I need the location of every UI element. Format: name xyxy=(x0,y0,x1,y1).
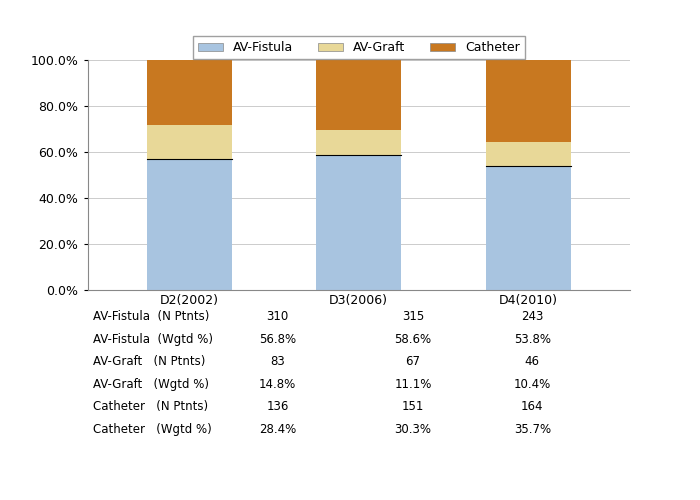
Text: 30.3%: 30.3% xyxy=(395,423,431,436)
Bar xyxy=(316,155,401,290)
Bar xyxy=(486,166,570,290)
Text: 56.8%: 56.8% xyxy=(259,333,296,346)
Bar xyxy=(316,60,401,130)
Text: 28.4%: 28.4% xyxy=(259,423,296,436)
Text: Catheter   (Wgtd %): Catheter (Wgtd %) xyxy=(93,423,211,436)
Text: 35.7%: 35.7% xyxy=(514,423,551,436)
Text: AV-Graft   (Wgtd %): AV-Graft (Wgtd %) xyxy=(93,378,209,391)
Bar xyxy=(486,142,570,166)
Text: 83: 83 xyxy=(270,356,285,368)
Text: AV-Fistula  (Wgtd %): AV-Fistula (Wgtd %) xyxy=(93,333,213,346)
Text: 46: 46 xyxy=(525,356,540,368)
Legend: AV-Fistula, AV-Graft, Catheter: AV-Fistula, AV-Graft, Catheter xyxy=(193,36,525,60)
Text: 14.8%: 14.8% xyxy=(259,378,296,391)
Text: 11.1%: 11.1% xyxy=(394,378,432,391)
Text: 315: 315 xyxy=(402,310,424,324)
Bar xyxy=(147,159,232,290)
Text: 310: 310 xyxy=(266,310,288,324)
Bar xyxy=(486,60,570,142)
Text: 136: 136 xyxy=(266,400,288,413)
Bar xyxy=(147,125,232,159)
Text: 243: 243 xyxy=(522,310,543,324)
Text: 67: 67 xyxy=(405,356,421,368)
Text: 53.8%: 53.8% xyxy=(514,333,551,346)
Text: 164: 164 xyxy=(521,400,544,413)
Text: 10.4%: 10.4% xyxy=(514,378,551,391)
Text: 58.6%: 58.6% xyxy=(394,333,432,346)
Bar xyxy=(147,60,232,125)
Text: AV-Graft   (N Ptnts): AV-Graft (N Ptnts) xyxy=(93,356,205,368)
Text: AV-Fistula  (N Ptnts): AV-Fistula (N Ptnts) xyxy=(93,310,209,324)
Text: 151: 151 xyxy=(402,400,424,413)
Text: Catheter   (N Ptnts): Catheter (N Ptnts) xyxy=(93,400,208,413)
Bar xyxy=(316,130,401,155)
